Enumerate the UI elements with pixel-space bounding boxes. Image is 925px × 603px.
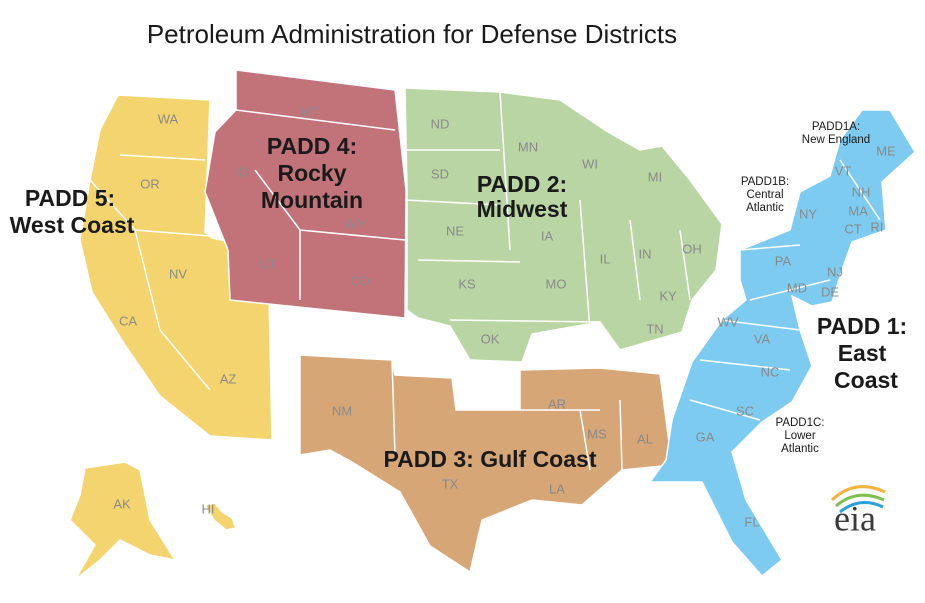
district-label: Rocky [277,160,346,186]
state-label: WY [345,216,366,231]
state-label: NC [761,364,780,379]
district-label: Mountain [261,187,363,213]
state-label: DE [821,284,839,299]
state-label: NV [169,266,187,281]
subdistrict-label: Central [746,189,783,201]
district-label: East [838,340,887,366]
subdistrict-label: Atlantic [781,443,819,455]
state-label: GA [696,429,715,444]
state-borders [89,91,881,471]
state-label: NY [799,206,817,221]
subdistrict-label: PADD1C: [776,417,825,429]
state-label: IN [639,246,652,261]
logo: eia [830,485,886,538]
region-alaska [69,461,177,581]
subdistrict-label: New England [802,134,870,146]
state-label: ME [876,143,896,158]
district-label: PADD 1: [817,313,907,339]
state-label: MO [546,276,567,291]
state-label: ID [236,164,249,179]
state-label: PA [775,253,792,268]
district-label: PADD 4: [267,133,357,159]
state-label: OH [682,241,702,256]
region-padd2 [404,87,723,363]
state-label: AR [548,396,566,411]
state-label: TN [646,321,663,336]
state-label: FL [744,514,759,529]
state-label: MD [787,280,807,295]
logo-text: eia [834,498,876,538]
state-label: AL [637,431,653,446]
state-label: AK [113,496,131,511]
state-label: NM [332,403,352,418]
state-label: TX [442,476,459,491]
map-title: Petroleum Administration for Defense Dis… [147,19,677,49]
state-label: SC [736,403,754,418]
region-hawaii [203,502,238,531]
region-padd5 [79,94,273,441]
state-label: CO [350,273,370,288]
state-label: NJ [827,264,843,279]
state-label: CT [844,221,861,236]
state-label: KY [659,288,677,303]
state-label: LA [549,481,565,496]
state-label: VA [754,331,771,346]
district-label: West Coast [10,212,135,238]
state-label: AZ [220,371,237,386]
state-label: NH [852,184,871,199]
state-label: HI [202,501,215,516]
district-label: PADD 5: [25,185,115,211]
district-label: Coast [834,367,898,393]
subdistrict-label: PADD1A: [812,121,860,133]
state-label: IA [541,228,554,243]
state-label: SD [431,166,449,181]
state-label: NE [446,223,464,238]
district-label: PADD 2: [477,171,567,197]
subdistrict-label: Atlantic [746,202,784,214]
region-padd1 [648,109,916,578]
state-label: WI [582,156,598,171]
state-label: WA [158,111,179,126]
state-label: KS [458,276,476,291]
subdistrict-label: Lower [784,430,815,442]
state-label: ND [431,116,450,131]
region-padd4 [204,69,407,319]
state-label: CA [119,313,137,328]
state-label: MS [587,426,607,441]
district-label: PADD 3: Gulf Coast [384,446,597,472]
state-label: IL [600,251,611,266]
state-label: MT [301,104,320,119]
state-label: MA [848,203,868,218]
state-label: VT [835,163,852,178]
district-label: Midwest [477,196,568,222]
state-label: MI [648,169,662,184]
state-label: MN [518,139,538,154]
state-label: OR [140,176,160,191]
subdistrict-label: PADD1B: [741,176,789,188]
state-label: WV [718,314,739,329]
state-label: OK [481,331,500,346]
state-label: UT [259,256,276,271]
state-label: RI [871,219,884,234]
